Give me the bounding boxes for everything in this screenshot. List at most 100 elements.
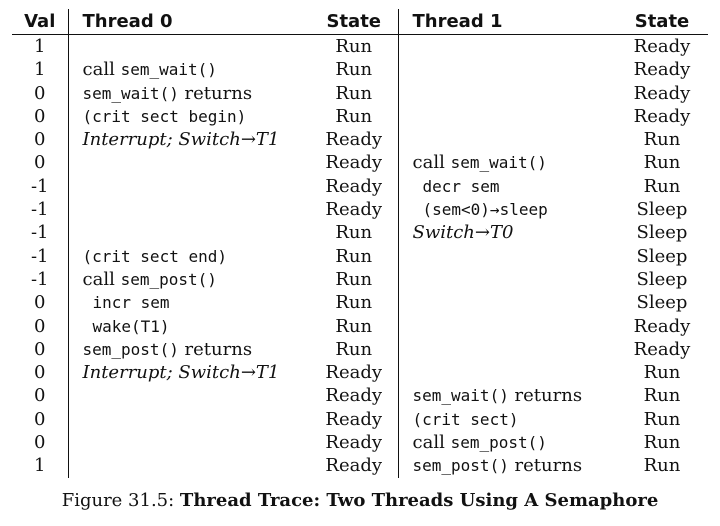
table-row: 0 sem_post() returns Run Ready (12, 337, 708, 362)
thread1-cell-segment: sem_post() (450, 433, 547, 453)
thread0-cell-segment: (crit sect begin) (82, 106, 247, 126)
state0-cell: Run (310, 337, 399, 362)
val-cell: 0 (12, 431, 69, 455)
thread1-cell (398, 338, 616, 361)
thread1-cell (398, 291, 616, 314)
thread0-cell-segment: sem_post() (82, 339, 179, 359)
thread1-cell (398, 35, 616, 59)
thread0-cell (68, 175, 310, 198)
table-row: 0 Ready call sem_wait() Run (12, 151, 708, 175)
state0-cell: Ready (310, 454, 399, 478)
state1-cell: Run (643, 129, 681, 151)
thread1-cell (398, 58, 616, 81)
table-row: 0 Interrupt; Switch→T1 Ready Run (12, 128, 708, 152)
thread1-cell: sem_wait() returns (398, 384, 616, 407)
thread1-cell (398, 315, 616, 338)
val-cell: 0 (12, 407, 69, 432)
val-cell: 1 (12, 34, 69, 59)
val-cell: 1 (12, 58, 69, 82)
val-cell: 0 (12, 314, 69, 338)
table-row: 0 (crit sect begin) Run Ready (12, 104, 708, 129)
thread1-cell: Switch→T0 (398, 221, 616, 244)
thread0-cell-segment: sem_post() (120, 269, 217, 289)
thread1-cell (398, 105, 616, 128)
thread0-cell-segment: wake(T1) (92, 316, 170, 336)
thread0-cell-segment: returns (178, 82, 253, 104)
state1-cell: Ready (633, 82, 691, 104)
state1-cell: Run (643, 432, 681, 454)
table-row: 1 call sem_wait() Run Ready (12, 58, 708, 82)
thread1-cell-segment: call (412, 432, 451, 454)
header-thread1: Thread 1 (398, 9, 616, 35)
thread1-cell: call sem_wait() (398, 151, 616, 174)
thread1-cell-segment: sem_wait() (450, 153, 547, 173)
table-row: 0 Interrupt; Switch→T1 Ready Run (12, 361, 708, 385)
table-row: 0 incr sem Run Sleep (12, 291, 708, 315)
state1-cell: Ready (633, 105, 691, 127)
val-cell: -1 (12, 267, 69, 292)
thread1-cell-segment: returns (508, 385, 583, 407)
table-row: -1 Ready (sem<0)→sleep Sleep (12, 198, 708, 222)
state0-cell: Run (310, 291, 399, 315)
val-cell: 0 (12, 384, 69, 408)
table-row: 0 Ready sem_wait() returns Run (12, 384, 708, 408)
state0-cell: Ready (310, 431, 399, 455)
thread1-cell-segment: (crit sect) (412, 409, 519, 429)
val-cell: 0 (12, 128, 69, 152)
caption-label: Figure 31.5: (61, 490, 180, 511)
state0-cell: Ready (310, 151, 399, 175)
thread0-cell-segment: Interrupt; Switch→T1 (82, 362, 280, 384)
figure-caption: Figure 31.5: Thread Trace: Two Threads U… (0, 490, 720, 511)
state1-cell: Run (643, 152, 681, 174)
val-cell: 1 (12, 454, 69, 478)
thread0-cell-segment: sem_wait() (120, 60, 217, 80)
thread1-cell-segment: returns (508, 455, 583, 477)
state1-cell: Ready (633, 36, 691, 57)
val-cell: 0 (12, 337, 69, 362)
thread0-cell-segment: sem_wait() (82, 83, 179, 103)
thread0-cell (68, 151, 310, 174)
thread1-cell: (crit sect) (398, 408, 616, 431)
table-row: -1 call sem_post() Run Sleep (12, 267, 708, 292)
state0-cell: Run (310, 244, 399, 268)
state1-cell: Run (643, 408, 681, 430)
thread1-cell: decr sem (398, 175, 616, 198)
state0-cell: Ready (310, 198, 399, 222)
thread1-cell (398, 268, 616, 291)
header-state0: State (310, 9, 399, 35)
val-cell: 0 (12, 151, 69, 175)
state0-cell: Run (310, 314, 399, 338)
header-val: Val (12, 9, 69, 35)
thread1-cell-segment: (sem<0)→sleep (422, 200, 548, 220)
state1-cell: Sleep (636, 292, 688, 314)
header-thread0: Thread 0 (68, 9, 310, 35)
thread1-cell (398, 128, 616, 151)
thread0-cell: Interrupt; Switch→T1 (68, 361, 310, 384)
val-cell: -1 (12, 174, 69, 199)
state1-cell: Sleep (636, 245, 688, 267)
state0-cell: Ready (310, 407, 399, 432)
table-row: 0 Ready call sem_post() Run (12, 431, 708, 455)
val-cell: 0 (12, 104, 69, 129)
thread1-cell-segment: Switch→T0 (412, 222, 514, 244)
thread0-cell (68, 221, 310, 244)
state1-cell: Sleep (636, 268, 688, 290)
thread0-cell (68, 454, 310, 477)
thread1-cell (398, 361, 616, 384)
header-state1: State (616, 9, 708, 35)
val-cell: 0 (12, 361, 69, 385)
thread0-cell: wake(T1) (68, 315, 310, 338)
thread0-cell: call sem_post() (68, 268, 310, 291)
thread0-cell: call sem_wait() (68, 58, 310, 81)
table-row: 1 Ready sem_post() returns Run (12, 454, 708, 478)
thread1-cell: sem_post() returns (398, 454, 616, 477)
thread0-cell-segment: call (82, 268, 121, 290)
thread1-cell (398, 82, 616, 105)
table-row: 0 sem_wait() returns Run Ready (12, 81, 708, 105)
thread0-cell (68, 431, 310, 454)
thread1-cell-segment: sem_wait() (412, 386, 509, 406)
thread0-cell: (crit sect end) (68, 245, 310, 268)
table-row: 0 wake(T1) Run Ready (12, 314, 708, 338)
trace-body: 1 Run Ready 1 call sem_wait() Run Ready 0 sem_wa… (12, 34, 708, 478)
thread1-cell-segment: call (412, 152, 451, 174)
